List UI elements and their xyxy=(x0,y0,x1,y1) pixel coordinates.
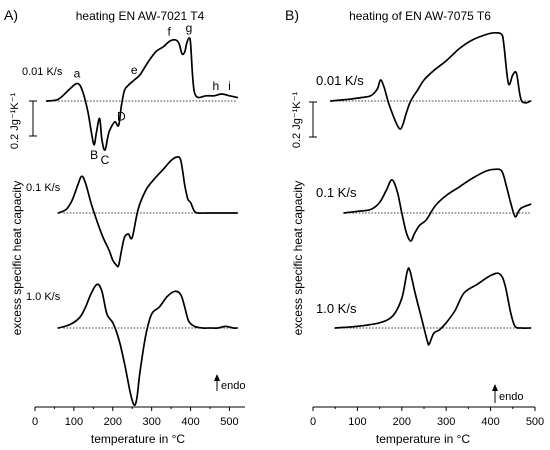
panel-a-peak-label-5: f xyxy=(167,25,171,39)
panel-b-series-line-0 xyxy=(329,31,532,130)
panel-a-x-tick-label-4: 400 xyxy=(181,416,199,428)
panel-b-x-tick-label-5: 500 xyxy=(526,416,544,428)
panel-a-x-tick-label-3: 300 xyxy=(142,416,160,428)
panel-a-curves xyxy=(45,37,239,407)
panel-b-x-tick-label-2: 200 xyxy=(393,416,411,428)
panel-a-series-line-1 xyxy=(57,156,239,268)
panel-a-series-line-0 xyxy=(45,37,239,151)
panel-a-scale-bar xyxy=(29,100,37,137)
panel-b-xlabel: temperature in °C xyxy=(376,432,471,446)
panel-a-peak-label-2: C xyxy=(101,153,110,167)
panel-a-peak-label-7: h xyxy=(212,79,219,93)
panel-a-title: heating EN AW-7021 T4 xyxy=(76,9,205,23)
panel-b-curves xyxy=(329,31,532,346)
panel-b-ylabel: excess specific heat capacity xyxy=(291,181,305,336)
panel-a-endo-label: endo xyxy=(221,380,245,392)
panel-a-x-ticks: 0 100 200 300 400 500 xyxy=(32,407,239,428)
panel-a-series-label-0: 0.01 K/s xyxy=(22,66,63,78)
panel-a-x-tick-label-2: 200 xyxy=(104,416,122,428)
panel-a-scale-bar-label: 0.2 Jg⁻¹K⁻¹ xyxy=(9,93,21,150)
panel-a-peak-label-3: D xyxy=(117,109,126,123)
panel-b-series-line-2 xyxy=(334,267,532,346)
panel-a-ylabel: excess specific heat capacity xyxy=(10,181,24,336)
panel-a-peak-label-6: g xyxy=(186,21,193,35)
panel-a-peak-label-0: a xyxy=(74,67,81,81)
panel-a: A) heating EN AW-7021 T4 temperature in … xyxy=(4,7,245,446)
panel-a-peak-label-8: i xyxy=(228,79,231,93)
panel-a-series-label-2: 1.0 K/s xyxy=(26,291,61,303)
panel-a-x-tick-label-0: 0 xyxy=(32,416,38,428)
panel-b-x-tick-label-4: 400 xyxy=(481,416,499,428)
panel-b-series-label-1: 0.1 K/s xyxy=(316,185,357,200)
panel-b-series-label-0: 0.01 K/s xyxy=(316,73,364,88)
panel-b-scale-bar xyxy=(309,101,317,138)
panel-b-x-tick-label-0: 0 xyxy=(310,416,316,428)
panel-a-x-tick-label-5: 500 xyxy=(220,416,238,428)
panel-b-label: B) xyxy=(285,7,299,23)
panel-a-peak-label-4: e xyxy=(131,63,138,77)
panel-b-x-tick-label-3: 300 xyxy=(437,416,455,428)
panel-b-x-ticks: 0 100 200 300 400 500 xyxy=(310,407,544,428)
panel-b-scale-bar-label: 0.2 Jg⁻¹K⁻¹ xyxy=(291,92,303,149)
panel-a-series-label-1: 0.1 K/s xyxy=(26,182,61,194)
panel-b-title: heating of EN AW-7075 T6 xyxy=(349,9,491,23)
panel-b-series-line-1 xyxy=(343,168,532,242)
panel-a-xlabel: temperature in °C xyxy=(91,432,186,446)
panel-b-series-label-2: 1.0 K/s xyxy=(316,301,357,316)
panel-b-endo-arrow xyxy=(492,384,498,403)
panel-a-label: A) xyxy=(4,7,18,23)
panel-b-x-tick-label-1: 100 xyxy=(348,416,366,428)
panel-a-series-line-2 xyxy=(57,283,239,407)
panel-a-peak-labels: a B C De f g h i xyxy=(74,21,231,167)
panel-a-peak-label-1: B xyxy=(90,148,98,162)
panel-a-endo-arrow xyxy=(214,374,220,391)
panel-a-x-tick-label-1: 100 xyxy=(65,416,83,428)
panel-b-endo-label: endo xyxy=(499,391,523,403)
panel-b: B) heating of EN AW-7075 T6 temperature … xyxy=(285,7,544,446)
